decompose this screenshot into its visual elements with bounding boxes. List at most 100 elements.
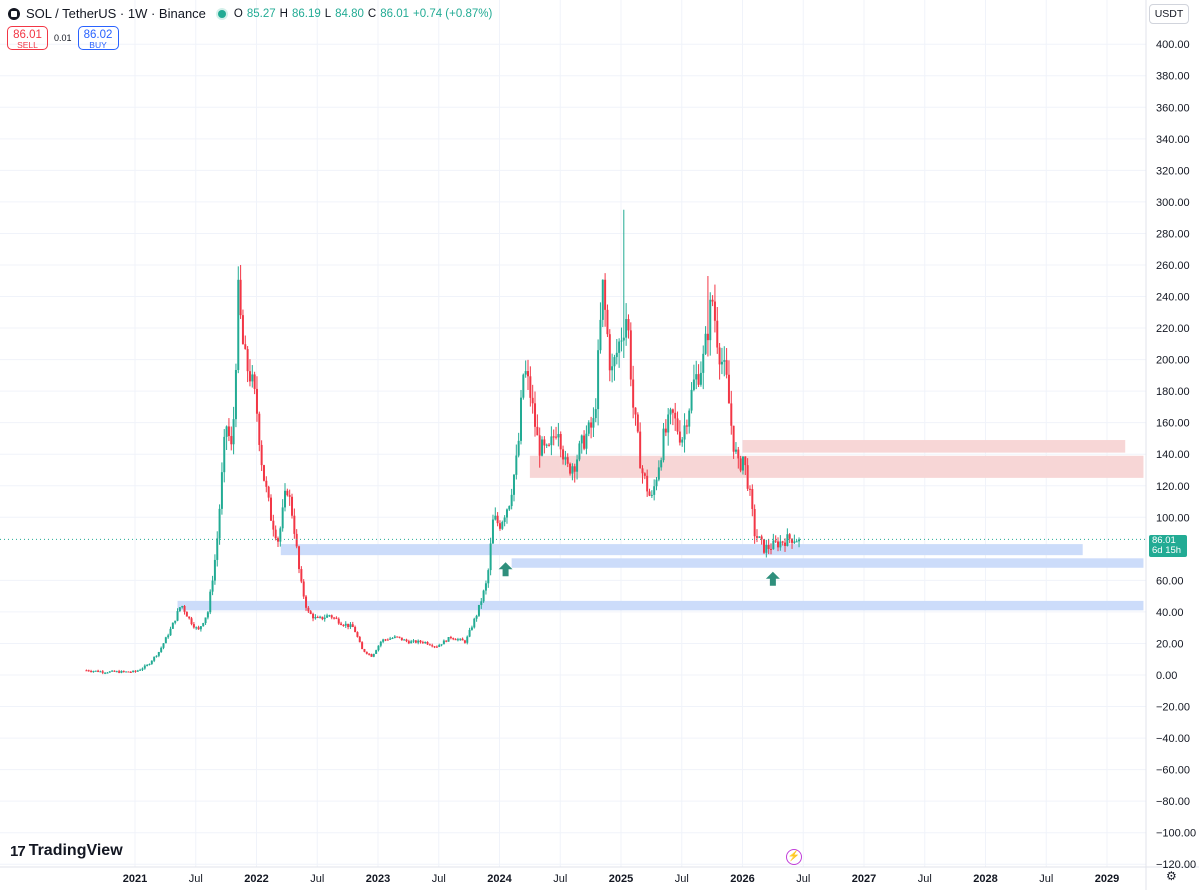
candle-body xyxy=(473,618,476,628)
sell-button[interactable]: 86.01 SELL xyxy=(7,26,48,50)
candle-body xyxy=(192,624,195,628)
candle-body xyxy=(522,374,525,398)
candle-body xyxy=(442,640,445,645)
bolt-icon[interactable]: ⚡ xyxy=(786,849,802,865)
candle xyxy=(213,554,216,585)
candle-body xyxy=(524,371,527,375)
demand-zone[interactable] xyxy=(177,600,1144,611)
candle xyxy=(216,531,219,567)
gear-icon[interactable]: ⚙ xyxy=(1166,869,1177,883)
y-tick-label: 140.00 xyxy=(1156,449,1190,461)
symbol-title[interactable]: SOL / TetherUS · 1W · Binance xyxy=(26,6,206,21)
candle xyxy=(368,653,371,656)
candle-body xyxy=(576,459,579,472)
currency-button[interactable]: USDT xyxy=(1149,4,1189,24)
y-tick-label: 120.00 xyxy=(1156,481,1190,493)
candle-body xyxy=(410,641,413,644)
candle xyxy=(148,663,151,666)
candle xyxy=(503,515,506,527)
candle xyxy=(564,450,567,466)
candle xyxy=(508,505,511,511)
candle xyxy=(765,539,768,558)
demand-zone[interactable] xyxy=(280,544,1083,556)
x-tick-label: Jul xyxy=(432,873,446,885)
candle-body xyxy=(491,519,494,544)
supply-zone[interactable] xyxy=(529,455,1144,478)
candle xyxy=(335,616,338,620)
candle xyxy=(225,425,228,451)
candle-body xyxy=(734,449,737,452)
candle xyxy=(146,664,149,667)
x-tick-label: Jul xyxy=(1039,873,1053,885)
candle-body xyxy=(291,496,294,516)
x-tick-label: 2022 xyxy=(244,873,268,885)
candle-body xyxy=(330,615,333,618)
candle xyxy=(580,434,583,454)
candle-body xyxy=(178,607,181,612)
candle-body xyxy=(295,533,298,547)
demand-zone[interactable] xyxy=(511,558,1144,568)
symbol-icon[interactable] xyxy=(8,7,20,20)
candle xyxy=(683,413,686,453)
candle-body xyxy=(529,376,532,398)
candle-body xyxy=(206,612,209,618)
candle xyxy=(744,456,747,476)
candle xyxy=(333,616,336,620)
candle xyxy=(620,327,623,352)
candle-body xyxy=(220,472,223,509)
candle xyxy=(356,631,359,638)
candle xyxy=(314,614,317,620)
candle xyxy=(697,364,700,388)
candle-body xyxy=(265,480,268,487)
last-price-value: 86.01 xyxy=(1152,535,1176,546)
candle-body xyxy=(599,319,602,351)
candle-body xyxy=(106,672,109,674)
buy-button[interactable]: 86.02 BUY xyxy=(77,26,119,50)
candle xyxy=(386,638,389,641)
candle-body xyxy=(232,419,235,445)
candle xyxy=(405,638,408,643)
candle-body xyxy=(784,542,787,546)
candle-body xyxy=(435,646,438,648)
candle xyxy=(480,597,483,609)
y-tick-label: 220.00 xyxy=(1156,323,1190,335)
candle xyxy=(655,476,658,491)
supply-zone[interactable] xyxy=(742,440,1126,453)
candle-body xyxy=(148,663,151,665)
candle-body xyxy=(562,449,565,460)
candle-body xyxy=(597,350,600,410)
candle xyxy=(501,520,504,531)
candle-body xyxy=(496,515,499,524)
candle xyxy=(428,643,431,646)
candle xyxy=(653,479,656,501)
brand-name: TradingView xyxy=(28,842,123,859)
y-tick-label: 100.00 xyxy=(1156,512,1190,524)
candle xyxy=(732,425,735,459)
candle xyxy=(791,538,794,549)
tradingview-logo[interactable]: 17 TradingView xyxy=(10,842,123,860)
candle xyxy=(284,483,287,512)
candle-body xyxy=(468,629,471,637)
candle-body xyxy=(239,279,242,316)
candle-body xyxy=(181,606,184,608)
candle-body xyxy=(391,637,394,639)
candle xyxy=(477,604,480,617)
candle xyxy=(758,536,761,538)
candle-body xyxy=(627,319,630,331)
candle xyxy=(244,335,247,350)
candle xyxy=(344,621,347,628)
candle xyxy=(648,488,651,497)
candle xyxy=(601,279,604,328)
candle xyxy=(534,391,537,437)
candle-body xyxy=(674,412,677,419)
candle xyxy=(106,671,109,674)
candle-body xyxy=(132,670,135,673)
candle-body xyxy=(300,569,303,582)
candle xyxy=(274,525,277,541)
candle-body xyxy=(251,374,254,382)
candle xyxy=(685,419,688,435)
candle-body xyxy=(786,534,789,546)
candle xyxy=(494,507,497,521)
y-tick-label: −60.00 xyxy=(1156,765,1190,777)
